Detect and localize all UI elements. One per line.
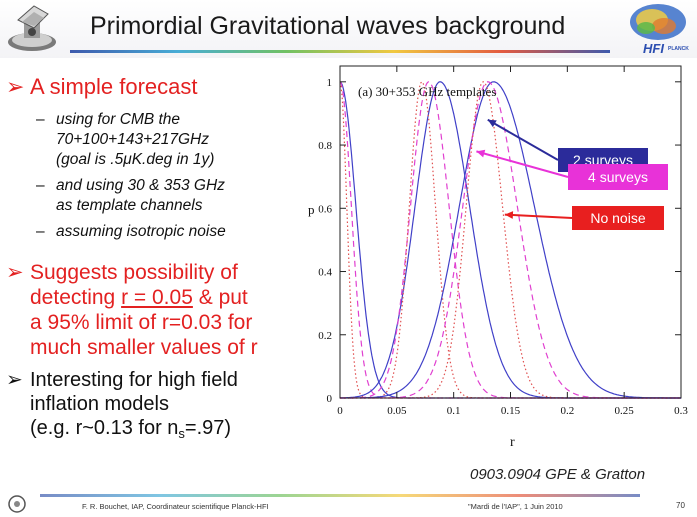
y-tick-label: 1 [327,77,333,89]
slide-title: Primordial Gravitational waves backgroun… [90,12,566,40]
annotation-box [568,164,668,190]
annotation-arrowhead [504,211,514,219]
bullet-suggests: ➢ Suggests possibility of detecting r = 0… [6,261,258,359]
footer-event: "Mardi de l'IAP", 1 Juin 2010 [468,502,563,511]
annotation-arrow [487,118,559,161]
bullet-interesting: ➢ Interesting for high field inflation mo… [6,369,238,441]
title-divider [70,50,610,53]
sub-bullet-cmb: – using for CMB the 70+100+143+217GHz (go… [36,111,215,168]
planck-satellite-icon [8,5,56,51]
chart-title: (a) 30+353 GHz templates [358,84,496,99]
x-tick-label: 0.1 [447,405,461,417]
y-tick-label: 0 [327,393,333,405]
y-tick-label: 0.8 [318,140,332,152]
bullet-arrow-icon: ➢ [6,74,25,99]
annotation-arrowhead [476,149,486,158]
series-line-3 [340,81,681,399]
likelihood-chart: 0 0.05 0.1 0.15 0.2 0.25 0.3 0 0.2 0.4 0.6 0.8 1 (a)… [308,65,688,450]
annotation-box [572,206,664,230]
footer-divider [40,494,640,497]
logo-subtext: PLANCK [668,46,689,52]
chart-ylabel: p [308,202,315,217]
y-tick-label: 0.2 [318,330,332,342]
chart-ticks: 0 0.05 0.1 0.15 0.2 0.25 0.3 0 0.2 0.4 0.6 0.8 1 [318,66,688,417]
bullet-arrow-icon: ➢ [6,261,24,284]
y-tick-label: 0.6 [318,203,332,215]
sub-bullet-noise: – assuming isotropic noise [36,223,226,240]
plot-frame [339,65,682,399]
iap-logo-icon [8,495,26,513]
bullet-arrow-icon: ➢ [6,369,23,391]
x-tick-label: 0.25 [615,405,635,417]
page-number: 70 [676,501,685,510]
x-tick-label: 0.3 [674,405,688,417]
x-tick-label: 0.05 [387,405,407,417]
annotation-arrowhead [487,119,497,128]
annotation-label: 4 surveys [588,169,648,185]
x-tick-label: 0.2 [560,405,574,417]
chart-xlabel: r [510,435,515,450]
reference-citation: 0903.0904 GPE & Gratton [470,466,646,483]
hfi-planck-logo-icon [630,4,686,40]
logo-text: HFI [643,41,664,56]
footer-author: F. R. Bouchet, IAP, Coordinateur scienti… [82,502,269,511]
x-tick-label: 0 [337,405,343,417]
x-tick-label: 0.15 [501,405,521,417]
y-tick-label: 0.4 [318,267,332,279]
bullet-simple-forecast: ➢ A simple forecast [6,74,198,99]
title-bar: Primordial Gravitational waves backgroun… [0,0,697,58]
annotation-arrow [504,213,573,219]
sub-bullet-templates: – and using 30 & 353 GHz as template chan… [36,177,225,214]
chart-curves [339,80,681,399]
annotation-label: No noise [590,210,645,226]
annotation-arrow [476,150,569,178]
